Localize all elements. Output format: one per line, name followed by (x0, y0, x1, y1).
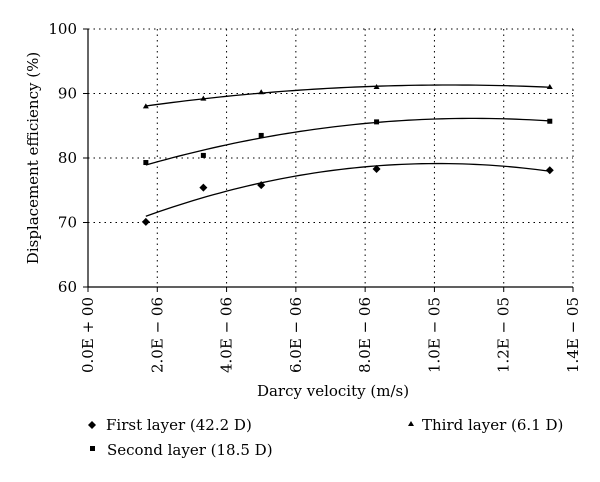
x-tick-label: 0.0E + 00 (79, 297, 97, 373)
data-point-diamond (372, 164, 381, 173)
data-point-square (258, 132, 264, 138)
y-tick-label: 80 (58, 149, 77, 167)
data-point-triangle (200, 95, 207, 101)
y-axis-title: Displacement efficiency (%) (24, 52, 42, 264)
axis-layer (83, 28, 574, 292)
data-point-square (200, 152, 206, 158)
x-tick-label: 1.0E − 05 (425, 297, 443, 373)
data-point-layer (141, 84, 554, 226)
data-point-square (547, 118, 553, 124)
x-tick-label: 2.0E − 06 (148, 297, 166, 373)
trendline-series-3 (145, 84, 550, 107)
trendline-series-2 (145, 117, 550, 166)
data-point-square (374, 119, 380, 125)
legend: First layer (42.2 D) Second layer (18.5 … (88, 416, 563, 459)
x-tick-label: 8.0E − 06 (356, 297, 374, 373)
legend-item-first-layer: First layer (42.2 D) (88, 416, 252, 434)
x-tick-label: 1.2E − 05 (495, 297, 513, 373)
data-point-diamond (257, 181, 266, 190)
y-tick-label: 60 (58, 278, 77, 296)
legend-item-second-layer: Second layer (18.5 D) (90, 441, 273, 459)
data-point-diamond (545, 166, 554, 175)
tick-label-layer: 60 70 80 90 100 0.0E + 00 2.0E − 06 4.0E − 06 6.… (48, 20, 582, 373)
legend-triangle-marker (408, 421, 414, 426)
data-point-triangle (546, 84, 553, 90)
x-tick-label: 1.4E − 05 (564, 297, 582, 373)
y-tick-label: 100 (48, 20, 77, 38)
data-point-triangle (142, 103, 149, 109)
x-tick-label: 6.0E − 06 (287, 297, 305, 373)
trendline-series-1 (145, 162, 550, 217)
data-point-square (143, 160, 149, 166)
legend-diamond-marker (88, 421, 96, 429)
legend-label-first-layer: First layer (42.2 D) (106, 416, 252, 434)
y-tick-label: 90 (58, 85, 77, 103)
data-point-triangle (373, 84, 380, 90)
legend-label-second-layer: Second layer (18.5 D) (107, 441, 273, 459)
legend-label-third-layer: Third layer (6.1 D) (422, 416, 563, 434)
data-point-triangle (258, 89, 265, 95)
data-point-diamond (141, 217, 150, 226)
x-axis-title: Darcy velocity (m/s) (257, 382, 409, 400)
trendline-layer (145, 84, 550, 217)
legend-item-third-layer: Third layer (6.1 D) (408, 416, 563, 434)
legend-square-marker (90, 446, 95, 451)
y-tick-label: 70 (58, 214, 77, 232)
grid-layer (88, 28, 574, 287)
x-tick-label: 4.0E − 06 (218, 297, 236, 373)
data-point-diamond (199, 183, 208, 192)
